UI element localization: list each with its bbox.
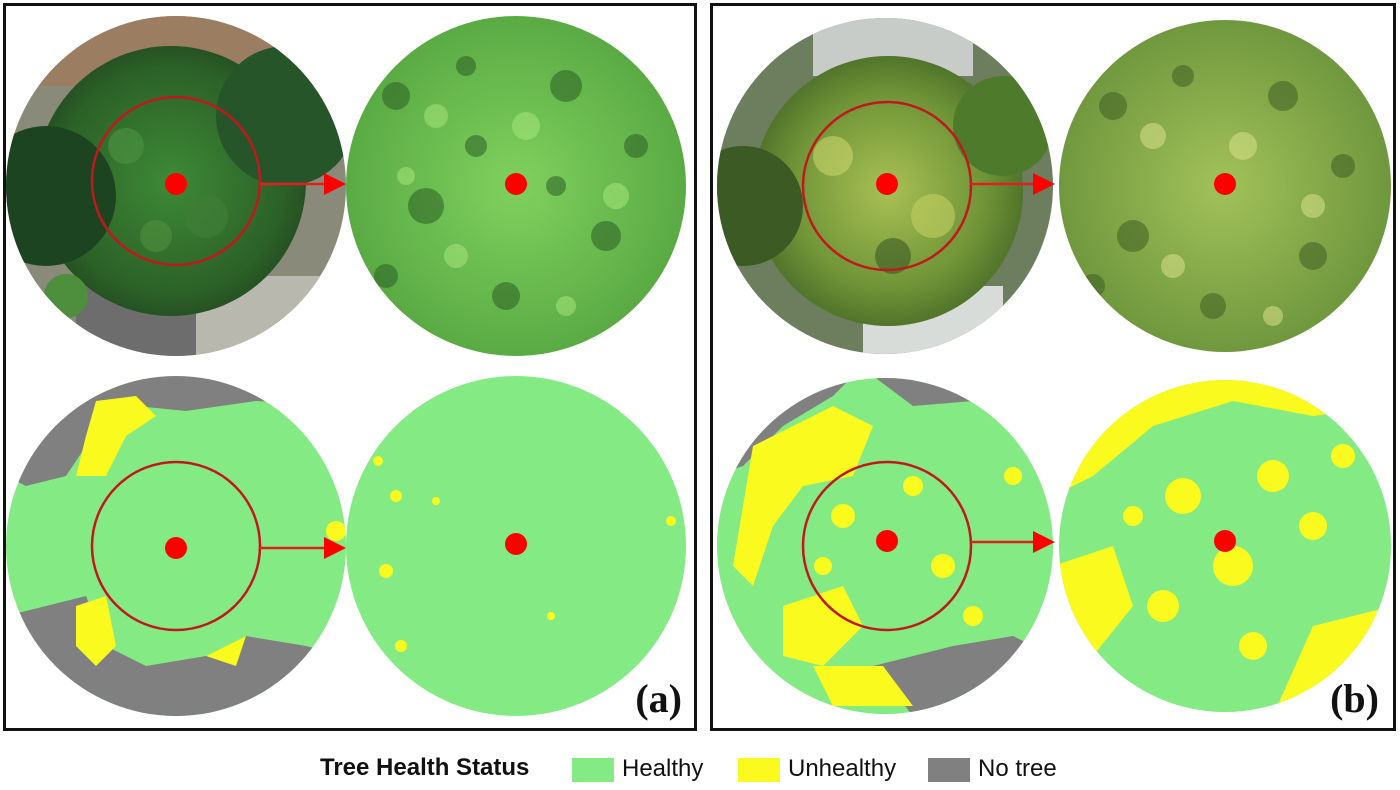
panel-b-scene (717, 18, 1391, 714)
tree-center-marker (876, 173, 898, 195)
tree-center-marker (1214, 530, 1236, 552)
tree-center-marker (165, 173, 187, 195)
tree-center-marker (505, 533, 527, 555)
tree-center-marker (1214, 173, 1236, 195)
legend-swatch-healthy (572, 758, 614, 782)
zoom-arrowhead (324, 173, 346, 195)
tree-center-marker (165, 537, 187, 559)
focus-circle-map (801, 460, 973, 632)
health-map-overview (6, 376, 346, 716)
zoom-arrowhead (1033, 173, 1055, 195)
legend-label-unhealthy: Unhealthy (788, 755, 897, 782)
focus-circle-aerial (801, 100, 973, 272)
legend-title: Tree Health Status (320, 754, 530, 781)
panel-b: (b) (710, 3, 1396, 731)
focus-circle-aerial (90, 95, 262, 267)
legend-label-no-tree: No tree (978, 755, 1057, 782)
zoom-arrowhead (1033, 531, 1055, 553)
focus-circle-map (90, 460, 262, 632)
legend-label-healthy: Healthy (622, 755, 704, 782)
tree-center-marker (505, 173, 527, 195)
legend-swatch-no-tree (928, 758, 970, 782)
legend: Tree Health Status Healthy Unhealthy No … (0, 748, 1400, 788)
zoom-arrowhead (324, 537, 346, 559)
legend-swatch-unhealthy (738, 758, 780, 782)
panel-label-a: (a) (635, 676, 682, 721)
panel-label-b: (b) (1330, 676, 1379, 721)
tree-center-marker (876, 530, 898, 552)
panel-a-scene (6, 16, 686, 716)
panel-a: (a) (3, 3, 697, 731)
